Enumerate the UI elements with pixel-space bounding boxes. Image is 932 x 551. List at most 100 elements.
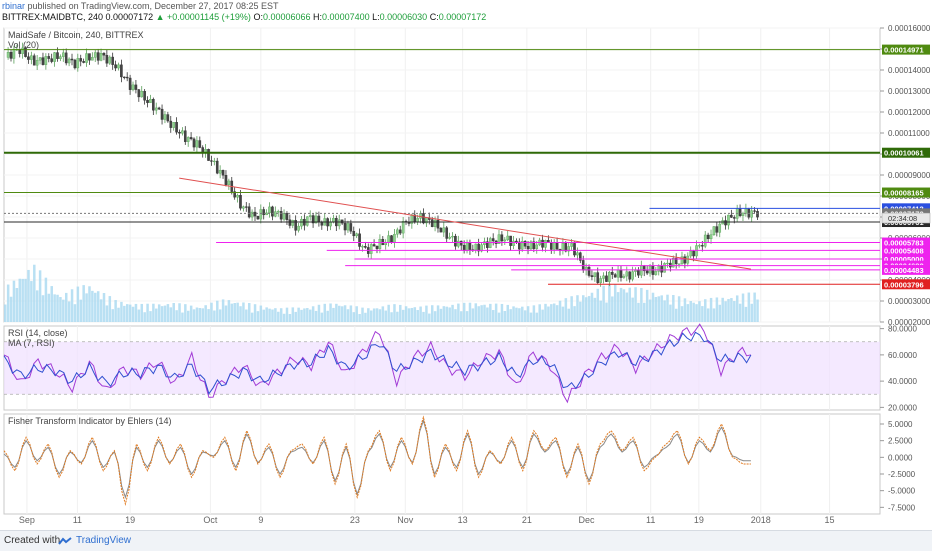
candle-body <box>378 238 382 249</box>
candle-body <box>628 271 631 280</box>
chart-area[interactable]: Sep 11 19 Oct 9 23 Nov 13 21 Dec 11 19 2018 15 0.00016… <box>0 22 932 530</box>
volume-bar <box>355 306 358 322</box>
volume-bar <box>335 303 338 322</box>
level-price-label: 0.00005000 <box>884 255 924 264</box>
volume-bar <box>294 311 297 322</box>
candle-body <box>152 99 155 111</box>
volume-bar <box>561 306 565 322</box>
volume-bar <box>108 296 112 322</box>
candle-body <box>651 266 655 275</box>
volume-bar <box>367 308 370 322</box>
level-price-tag <box>882 203 930 214</box>
volume-bar <box>210 302 213 322</box>
candle-body <box>689 250 692 257</box>
candle-body <box>718 223 722 233</box>
candle-body <box>169 120 173 128</box>
candle-body <box>35 59 39 66</box>
volume-bar <box>262 309 266 322</box>
candle-body <box>430 219 434 227</box>
volume-bar <box>125 304 129 322</box>
volume-bar <box>233 303 236 322</box>
candle-body <box>227 180 231 185</box>
volume-bar <box>564 298 568 322</box>
volume-bar <box>445 306 449 322</box>
y-tick-label-price: 0.00009000 <box>888 171 931 180</box>
candle-body <box>271 206 274 217</box>
volume-bar <box>250 312 254 322</box>
candle-body <box>506 235 510 241</box>
close-label: C: <box>429 12 439 22</box>
candle-body <box>701 245 704 247</box>
candle-body <box>300 218 303 227</box>
candle-body <box>660 265 663 273</box>
volume-bar <box>239 306 242 322</box>
volume-bar <box>599 300 602 322</box>
volume-bar <box>274 308 277 322</box>
candle-body <box>99 53 103 61</box>
volume-bar <box>753 292 756 322</box>
tradingview-brand[interactable]: TradingView <box>76 535 132 546</box>
x-tick-label: 11 <box>73 515 82 525</box>
candle-body <box>47 56 51 59</box>
candle-body <box>422 213 425 224</box>
candle-body <box>503 239 507 242</box>
volume-bar <box>163 305 167 322</box>
volume-bar <box>99 299 103 322</box>
volume-bar <box>460 311 463 322</box>
rsi-ma-label: MA (7, RSI) <box>8 338 55 348</box>
candle-body <box>166 114 170 122</box>
candle-body <box>250 211 254 218</box>
volume-bar <box>733 301 736 322</box>
author-link[interactable]: rbinar <box>2 1 26 11</box>
volume-bar <box>169 307 173 322</box>
candle-body <box>520 241 524 250</box>
candle-body <box>674 258 678 265</box>
volume-bar <box>706 308 710 322</box>
candle-body <box>608 271 611 282</box>
price-chart-title: MaidSafe / Bitcoin, 240, BITTREX <box>8 30 144 40</box>
candle-body <box>529 241 533 250</box>
volume-bar <box>608 283 611 322</box>
candle-body <box>21 47 24 54</box>
candle-body <box>305 216 309 226</box>
volume-bar <box>24 278 27 322</box>
volume-bar <box>131 306 135 322</box>
candle-body <box>59 56 62 59</box>
volume-bar <box>657 296 661 322</box>
volume-bar <box>512 306 515 322</box>
volume-bar <box>567 308 570 322</box>
volume-bar <box>735 295 739 322</box>
candle-body <box>253 211 257 217</box>
candle-body <box>526 246 530 250</box>
candle-body <box>317 215 321 223</box>
volume-bar <box>489 303 492 322</box>
volume-bar <box>155 308 158 322</box>
candle-body <box>671 258 675 268</box>
candle-body <box>541 239 544 248</box>
candle-body <box>105 55 109 64</box>
candle-body <box>91 57 94 61</box>
candle-body <box>459 240 463 246</box>
candle-body <box>552 242 556 250</box>
volume-bar <box>486 307 489 322</box>
candle-body <box>692 250 695 257</box>
candle-body <box>567 246 570 252</box>
candle-body <box>337 219 341 227</box>
volume-bar <box>570 296 573 322</box>
volume-bar <box>515 307 518 322</box>
candle-body <box>515 240 518 243</box>
volume-bar <box>715 297 719 322</box>
volume-bar <box>404 306 408 322</box>
volume-bar <box>79 299 83 322</box>
x-tick-label: Dec <box>578 515 595 525</box>
candle-body <box>111 56 114 65</box>
candle-body <box>233 191 236 198</box>
candle-body <box>114 64 117 69</box>
volume-bar <box>369 310 373 322</box>
candle-body <box>448 236 451 239</box>
candle-body <box>706 234 710 240</box>
volume-bar <box>149 311 152 322</box>
y-tick-label-price: 0.00014000 <box>888 66 931 75</box>
candle-body <box>680 256 684 264</box>
candle-body <box>349 223 353 232</box>
